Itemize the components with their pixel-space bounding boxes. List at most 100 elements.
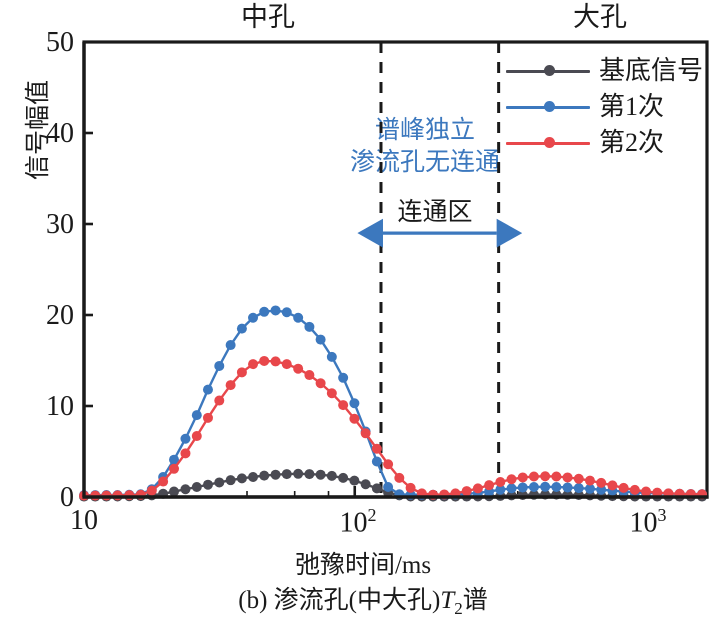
data-point — [169, 454, 180, 465]
data-point — [506, 483, 517, 494]
ytick-10: 10 — [46, 391, 74, 422]
data-point — [652, 487, 663, 498]
data-point — [618, 482, 629, 493]
data-point — [259, 306, 270, 317]
data-point — [304, 370, 315, 381]
data-point — [371, 456, 382, 467]
data-point — [270, 305, 281, 316]
legend-item-second[interactable]: 第2次 — [506, 125, 703, 161]
data-point — [270, 356, 281, 367]
label-macropore: 大孔 — [573, 2, 627, 32]
data-point — [236, 367, 247, 378]
data-point — [584, 475, 595, 486]
legend-label-first: 第1次 — [599, 92, 665, 121]
data-point — [562, 482, 573, 493]
data-point — [169, 486, 180, 497]
data-point — [349, 398, 360, 409]
data-point — [180, 448, 191, 459]
annotation-line-1: 谱峰独立 — [374, 117, 475, 144]
data-point — [158, 476, 169, 487]
annotation-line-2: 渗流孔无连通 — [349, 149, 500, 176]
data-point — [191, 410, 202, 421]
ytick-40: 40 — [46, 118, 74, 149]
data-point — [248, 471, 259, 482]
caption-italic-T: T — [440, 587, 455, 614]
data-point — [315, 469, 326, 480]
label-mesopore: 中孔 — [241, 2, 295, 32]
data-point — [371, 483, 382, 494]
xtick-10: 10 — [70, 505, 98, 536]
data-point — [293, 363, 304, 374]
data-point — [304, 469, 315, 480]
data-point — [214, 477, 225, 488]
data-point — [146, 485, 157, 496]
data-point — [495, 484, 506, 495]
data-point — [191, 481, 202, 492]
legend-label-baseline: 基底信号 — [599, 56, 704, 85]
legend-label-second: 第2次 — [599, 128, 665, 157]
data-point — [236, 473, 247, 484]
data-point — [540, 481, 551, 492]
data-point — [641, 486, 652, 497]
plot-frame — [82, 40, 709, 499]
data-point — [584, 483, 595, 494]
data-point — [326, 388, 337, 399]
annotation-peak-independent: 谱峰独立 渗流孔无连通 — [330, 115, 520, 179]
data-point — [349, 475, 360, 486]
data-point — [573, 473, 584, 484]
data-point — [202, 384, 213, 395]
data-point — [495, 476, 506, 487]
data-point — [236, 323, 247, 334]
data-point — [461, 486, 472, 497]
figure-caption: (b) 渗流孔(中大孔)T2谱 — [0, 580, 726, 619]
data-point — [540, 471, 551, 482]
legend-item-baseline[interactable]: 基底信号 — [506, 53, 703, 89]
legend-swatch-baseline — [506, 61, 590, 81]
xtick-100: 102 — [339, 505, 377, 539]
data-point — [338, 372, 349, 383]
data-point — [517, 482, 528, 493]
data-point — [573, 483, 584, 494]
data-point — [248, 359, 259, 370]
data-point — [326, 351, 337, 362]
ytick-30: 30 — [46, 209, 74, 240]
ytick-0: 0 — [60, 482, 74, 513]
data-point — [338, 400, 349, 411]
data-point — [180, 433, 191, 444]
data-point — [607, 480, 618, 491]
data-point — [248, 312, 259, 323]
data-point — [214, 395, 225, 406]
data-point — [293, 312, 304, 323]
xtick-1000: 103 — [629, 505, 667, 539]
ytick-50: 50 — [46, 27, 74, 58]
data-point — [270, 469, 281, 480]
data-point — [551, 471, 562, 482]
data-point — [371, 443, 382, 454]
data-point — [551, 481, 562, 492]
caption-subscript: 2 — [454, 599, 463, 618]
data-point — [562, 472, 573, 483]
ytick-20: 20 — [46, 300, 74, 331]
data-point — [383, 459, 394, 470]
data-point — [360, 428, 371, 439]
data-point — [360, 479, 371, 490]
caption-prefix: (b) 渗流孔(中大孔) — [238, 587, 441, 614]
data-point — [472, 483, 483, 494]
data-point — [214, 360, 225, 371]
data-point — [528, 471, 539, 482]
data-point — [596, 477, 607, 488]
data-point — [259, 355, 270, 366]
data-point — [304, 321, 315, 332]
data-point — [349, 413, 360, 424]
data-point — [281, 469, 292, 480]
data-point — [338, 472, 349, 483]
data-point — [315, 378, 326, 389]
data-point — [484, 480, 495, 491]
legend: 基底信号 第1次 第2次 — [506, 53, 703, 161]
data-point — [629, 484, 640, 495]
data-point — [225, 340, 236, 351]
legend-item-first[interactable]: 第1次 — [506, 89, 703, 125]
data-point — [528, 481, 539, 492]
